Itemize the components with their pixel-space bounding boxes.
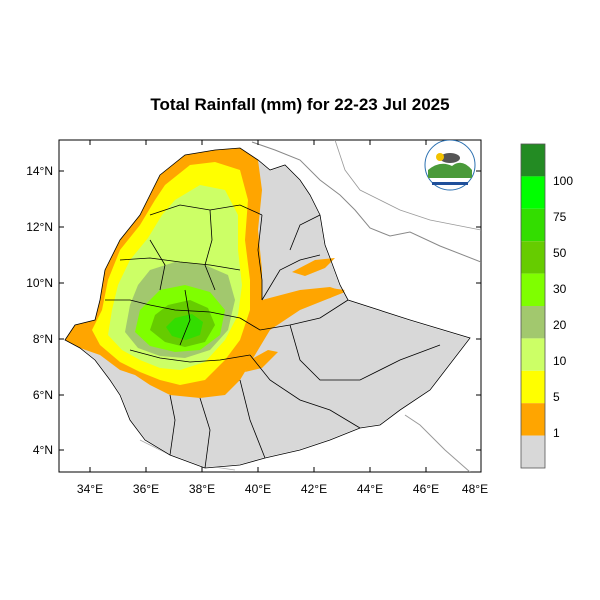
colorbar-swatch xyxy=(521,435,545,468)
colorbar-label: 20 xyxy=(553,318,567,332)
lat-label: 6°N xyxy=(33,388,53,402)
lat-label: 14°N xyxy=(26,164,53,178)
lon-label: 46°E xyxy=(413,482,439,496)
colorbar-swatch xyxy=(521,306,545,339)
colorbar-frame xyxy=(520,143,546,469)
colorbar-swatch xyxy=(521,273,545,306)
colorbar xyxy=(521,144,545,468)
somalia-coast xyxy=(404,414,471,472)
agency-logo xyxy=(424,140,476,191)
colorbar-swatch xyxy=(521,370,545,404)
colorbar-label: 100 xyxy=(553,174,573,188)
lon-label: 40°E xyxy=(245,482,271,496)
lat-label: 10°N xyxy=(26,276,53,290)
colorbar-swatch xyxy=(521,176,545,209)
lon-label: 48°E xyxy=(462,482,488,496)
colorbar-swatch xyxy=(521,208,545,242)
lon-label: 34°E xyxy=(77,482,103,496)
rain-band-75mm xyxy=(166,314,203,340)
lon-label: 36°E xyxy=(133,482,159,496)
lon-ticks xyxy=(89,140,482,472)
admin-boundaries xyxy=(64,147,471,469)
colorbar-label: 75 xyxy=(553,210,567,224)
colorbar-label: 50 xyxy=(553,246,567,260)
coastline-red-sea xyxy=(251,141,481,263)
lon-label: 44°E xyxy=(357,482,383,496)
map-title: Total Rainfall (mm) for 22-23 Jul 2025 xyxy=(150,95,450,114)
lat-ticks xyxy=(59,170,481,451)
coastline-gulf-aden xyxy=(334,140,481,231)
lat-label: 8°N xyxy=(33,332,53,346)
rain-streak-northeast xyxy=(292,258,335,276)
lat-label: 12°N xyxy=(26,220,53,234)
colorbar-label: 5 xyxy=(553,390,560,404)
colorbar-swatch xyxy=(521,338,545,371)
colorbar-label: 1 xyxy=(553,426,560,440)
rain-streak-east xyxy=(262,288,345,315)
lon-label: 38°E xyxy=(189,482,215,496)
lat-label: 4°N xyxy=(33,443,53,457)
rain-streak-south xyxy=(245,350,278,372)
colorbar-label: 10 xyxy=(553,354,567,368)
lon-label: 42°E xyxy=(301,482,327,496)
colorbar-swatch xyxy=(521,403,545,436)
colorbar-label: 30 xyxy=(553,282,567,296)
colorbar-swatch xyxy=(521,241,545,274)
colorbar-swatch xyxy=(521,144,545,177)
